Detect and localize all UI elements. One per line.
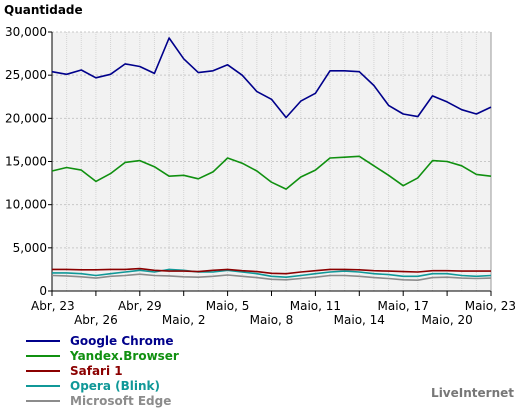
y-tick-label: 25,000 <box>5 68 47 82</box>
legend-label: Opera (Blink) <box>70 378 160 393</box>
legend-item: Google Chrome <box>26 333 179 348</box>
x-tick-label: Maio, 2 <box>162 313 206 327</box>
x-tick-label: Maio, 14 <box>334 313 385 327</box>
x-tick-label: Abr, 29 <box>118 299 162 313</box>
legend-item: Safari 1 <box>26 363 179 378</box>
legend-label: Safari 1 <box>70 363 123 378</box>
y-tick-label: 20,000 <box>5 111 47 125</box>
legend-item: Yandex.Browser <box>26 348 179 363</box>
grid <box>51 31 492 292</box>
legend-swatch <box>26 354 60 357</box>
y-tick-label: 30,000 <box>5 25 47 39</box>
series-line-safari-1 <box>52 267 491 275</box>
legend-label: Google Chrome <box>70 333 174 348</box>
series-line-google-chrome <box>51 37 492 119</box>
x-tick-label: Abr, 23 <box>31 299 75 313</box>
x-tick-label: Maio, 23 <box>465 299 516 313</box>
legend-label: Microsoft Edge <box>70 393 172 408</box>
series-line-opera-blink <box>52 268 492 279</box>
y-tick-label: 0 <box>39 284 47 298</box>
x-tick-label: Abr, 26 <box>74 313 118 327</box>
legend-swatch <box>26 384 60 387</box>
y-tick-labels: 0 5,000 10,000 15,000 20,000 25,000 30,000 <box>5 25 47 298</box>
x-tick-label: Maio, 11 <box>290 299 341 313</box>
y-tick-label: 15,000 <box>5 155 47 169</box>
line-chart: 0 5,000 10,000 15,000 20,000 25,000 30,000 Abr… <box>5 25 516 327</box>
legend-swatch <box>26 399 60 402</box>
y-axis-title: Quantidade <box>4 3 83 17</box>
liveinternet-brand: LiveInternet <box>431 386 514 400</box>
x-tick-label: Maio, 20 <box>421 313 472 327</box>
y-tick-label: 10,000 <box>5 198 47 212</box>
series-line-microsoft-edge <box>51 273 492 282</box>
legend-item: Microsoft Edge <box>26 393 179 408</box>
legend-swatch <box>26 369 60 372</box>
legend-item: Opera (Blink) <box>26 378 179 393</box>
series-lines <box>51 37 492 282</box>
series-line-yandex-browser <box>51 155 492 190</box>
legend-swatch <box>26 339 60 342</box>
x-tick-label: Maio, 17 <box>378 299 429 313</box>
legend: Google Chrome Yandex.Browser Safari 1 Opera… <box>26 333 179 408</box>
x-tick-label: Maio, 8 <box>250 313 294 327</box>
y-tick-label: 5,000 <box>13 241 47 255</box>
axes <box>48 31 492 296</box>
x-tick-label: Maio, 5 <box>206 299 250 313</box>
legend-label: Yandex.Browser <box>70 348 179 363</box>
